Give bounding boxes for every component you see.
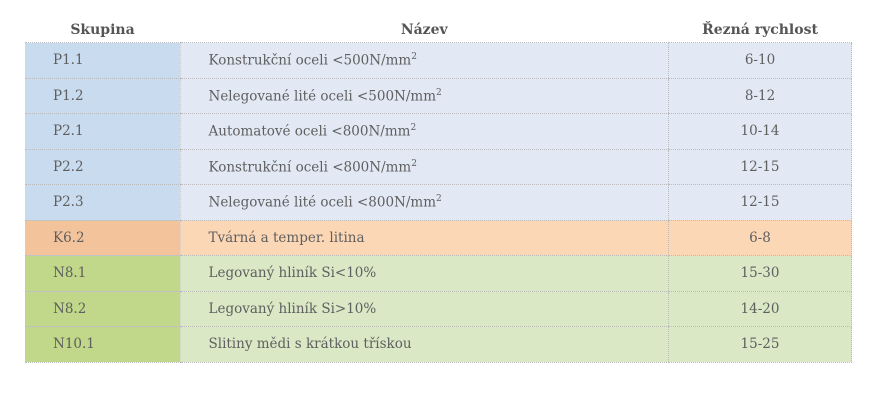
name-cell: Automatové oceli <800N/mm2 [179, 113, 669, 150]
speed-cell: 10-14 [668, 113, 852, 150]
table-row: K6.2 Tvárná a temper. litina 6-8 [25, 220, 852, 256]
superscript: 2 [410, 123, 417, 133]
table-row: P1.2 Nelegované lité oceli <500N/mm2 8-12 [25, 78, 852, 114]
name-text: Nelegované lité oceli <500N/mm [208, 88, 437, 104]
table-row: P2.3 Nelegované lité oceli <800N/mm2 12-15 [25, 184, 852, 221]
speed-cell: 15-25 [668, 326, 852, 363]
speed-cell: 12-15 [668, 184, 852, 221]
name-text: Konstrukční oceli <800N/mm [208, 159, 412, 175]
table-row: P2.2 Konstrukční oceli <800N/mm2 12-15 [25, 149, 852, 185]
superscript: 2 [436, 194, 442, 204]
speed-cell: 14-20 [668, 291, 852, 327]
name-cell: Slitiny mědi s krátkou třískou [179, 326, 669, 363]
table-row: N8.1 Legovaný hliník Si<10% 15-30 [25, 255, 852, 292]
name-text: Legovaný hliník Si>10% [208, 300, 377, 317]
header-name: Název [180, 18, 669, 43]
superscript: 2 [436, 87, 442, 98]
table-row: P1.1 Konstrukční oceli <500N/mm2 6-10 [25, 42, 852, 79]
superscript: 2 [411, 52, 417, 62]
group-cell: P1.2 [25, 78, 180, 114]
header-group: Skupina [25, 18, 180, 43]
name-text: Nelegované lité oceli <800N/mm [208, 194, 437, 211]
group-cell: P2.2 [25, 149, 180, 185]
group-cell: P2.1 [25, 113, 180, 150]
cutting-speed-table: Skupina Název Řezná rychlost P1.1 Konstru… [25, 18, 852, 363]
table-row: N8.2 Legovaný hliník Si>10% 14-20 [25, 291, 852, 327]
speed-cell: 6-8 [668, 220, 852, 256]
group-cell: P2.3 [25, 184, 180, 221]
name-cell: Konstrukční oceli <800N/mm2 [179, 149, 669, 185]
header-speed: Řezná rychlost [668, 18, 852, 43]
superscript: 2 [411, 158, 417, 169]
group-cell: N8.1 [25, 255, 180, 292]
name-cell: Nelegované lité oceli <800N/mm2 [179, 184, 669, 221]
group-cell: N10.1 [25, 326, 180, 363]
speed-cell: 15-30 [668, 255, 852, 292]
speed-cell: 12-15 [668, 149, 852, 185]
name-cell: Legovaný hliník Si<10% [179, 255, 669, 292]
name-text: Slitiny mědi s krátkou třískou [208, 336, 412, 353]
table-row: N10.1 Slitiny mědi s krátkou třískou 15-25 [25, 326, 852, 363]
table-row: P2.1 Automatové oceli <800N/mm2 10-14 [25, 113, 852, 150]
name-text: Automatové oceli <800N/mm [208, 123, 411, 140]
name-cell: Tvárná a temper. litina [179, 220, 669, 256]
header-row: Skupina Název Řezná rychlost [25, 18, 852, 43]
name-cell: Konstrukční oceli <500N/mm2 [179, 42, 669, 79]
name-cell: Legovaný hliník Si>10% [179, 291, 669, 327]
group-cell: P1.1 [25, 42, 180, 79]
speed-cell: 6-10 [668, 42, 852, 79]
name-text: Legovaný hliník Si<10% [208, 265, 377, 282]
group-cell: N8.2 [25, 291, 180, 327]
group-cell: K6.2 [25, 220, 180, 256]
name-text: Konstrukční oceli <500N/mm [208, 52, 412, 69]
name-text: Tvárná a temper. litina [208, 229, 365, 246]
speed-cell: 8-12 [668, 78, 852, 114]
name-cell: Nelegované lité oceli <500N/mm2 [179, 78, 669, 114]
